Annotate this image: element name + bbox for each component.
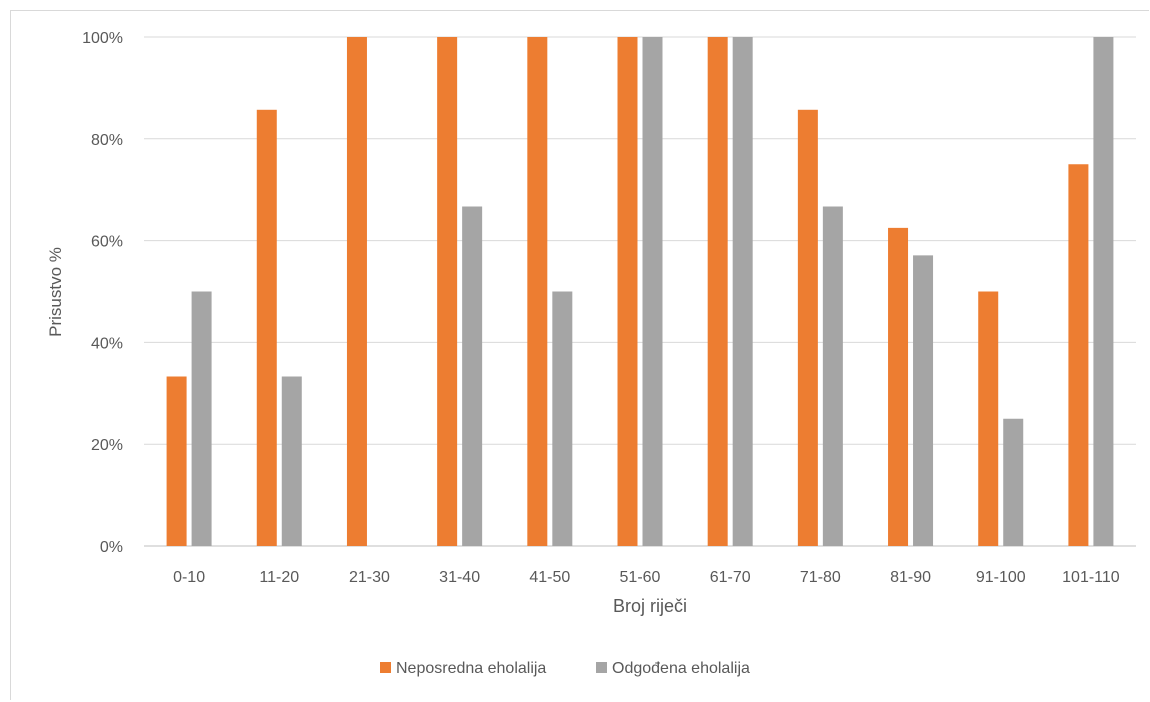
y-axis-label: Prisustvo % (46, 247, 65, 337)
bar-neposredna-71-80 (797, 109, 818, 547)
x-tick-label: 41-50 (529, 569, 570, 586)
bar-neposredna-51-60 (617, 37, 638, 546)
bar-odgodena-31-40 (462, 206, 483, 546)
legend-swatch (596, 662, 607, 673)
bar-odgodena-51-60 (642, 37, 663, 546)
x-axis-label: Broj riječi (613, 596, 687, 616)
bar-neposredna-101-110 (1068, 164, 1089, 546)
bar-odgodena-81-90 (913, 255, 934, 546)
legend-label: Odgođena eholalija (612, 660, 750, 677)
x-tick-label: 51-60 (620, 569, 661, 586)
x-tick-label: 61-70 (710, 569, 751, 586)
x-tick-label: 101-110 (1062, 569, 1120, 586)
x-tick-label: 21-30 (349, 569, 390, 586)
y-tick-label: 0% (100, 539, 123, 556)
legend-label: Neposredna eholalija (396, 660, 546, 677)
x-tick-label: 0-10 (173, 569, 205, 586)
bar-neposredna-11-20 (256, 109, 277, 547)
y-tick-label: 100% (82, 30, 123, 47)
bar-odgodena-61-70 (732, 37, 753, 546)
bar-odgodena-91-100 (1003, 418, 1024, 546)
bar-neposredna-0-10 (166, 376, 187, 546)
bar-odgodena-11-20 (281, 376, 302, 546)
bar-odgodena-101-110 (1093, 37, 1114, 546)
x-tick-label: 81-90 (890, 569, 931, 586)
y-tick-label: 20% (91, 437, 123, 454)
bar-odgodena-71-80 (822, 206, 843, 546)
x-tick-label: 11-20 (259, 569, 299, 586)
legend-swatch (380, 662, 391, 673)
bar-neposredna-31-40 (437, 37, 458, 546)
bar-odgodena-0-10 (191, 291, 212, 546)
bar-neposredna-21-30 (346, 37, 367, 546)
y-tick-label: 80% (91, 132, 123, 149)
bar-odgodena-41-50 (552, 291, 573, 546)
legend: Neposredna eholalija Odgođena eholalija (380, 660, 750, 677)
bar-neposredna-81-90 (888, 227, 909, 546)
chart-frame (10, 10, 1149, 700)
y-tick-label: 40% (91, 335, 123, 352)
bar-neposredna-91-100 (978, 291, 999, 546)
x-tick-label: 91-100 (976, 569, 1026, 586)
bar-neposredna-41-50 (527, 37, 548, 546)
bar-neposredna-61-70 (707, 37, 728, 546)
bars (166, 37, 1114, 547)
x-tick-label: 31-40 (439, 569, 480, 586)
gridlines (144, 36, 1136, 547)
y-tick-label: 60% (91, 234, 123, 251)
y-tick-labels: 0% 20% 40% 60% 80% 100% (82, 30, 123, 556)
x-tick-labels: 0-10 11-20 21-30 31-40 41-50 51-60 61-70 71-80 8… (173, 569, 1120, 586)
x-tick-label: 71-80 (800, 569, 841, 586)
